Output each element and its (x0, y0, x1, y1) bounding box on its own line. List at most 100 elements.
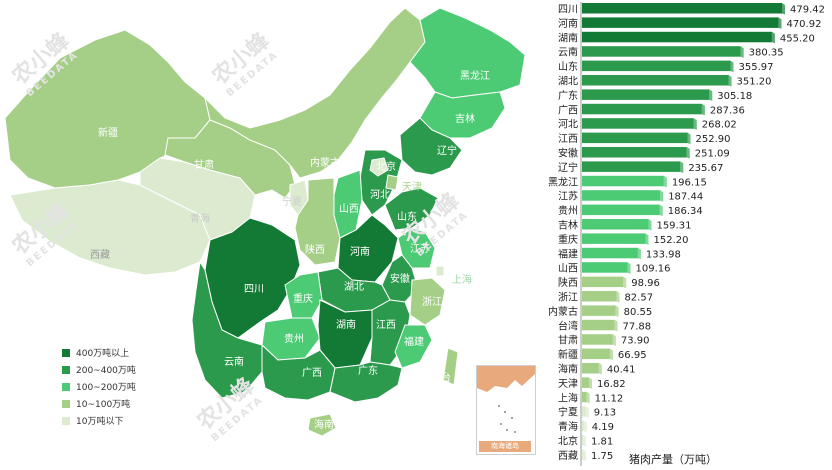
region-hainan[interactable] (307, 413, 337, 437)
bar-cap (612, 334, 616, 346)
category-label: 山东 (558, 60, 578, 73)
category-label: 吉林 (558, 219, 578, 232)
category-label: 贵州 (558, 204, 578, 217)
label-xizang: 西藏 (90, 249, 110, 261)
region-xizang[interactable] (9, 179, 211, 276)
label-ningxia: 宁夏 (282, 195, 302, 208)
bar-cap (730, 60, 734, 73)
region-guangdong[interactable] (329, 361, 403, 403)
region-shandong[interactable] (384, 187, 439, 231)
bar-cap (583, 449, 586, 461)
bar[interactable] (582, 247, 638, 259)
bar-cap (709, 89, 713, 101)
bar[interactable] (582, 391, 587, 403)
bar[interactable] (582, 204, 660, 216)
label-shanghai: 上海 (452, 273, 472, 286)
legend-swatch (62, 399, 70, 408)
bar[interactable] (582, 103, 702, 115)
bar[interactable] (582, 377, 590, 388)
value-label: 77.88 (622, 321, 651, 332)
bar[interactable] (582, 435, 583, 446)
bar[interactable] (582, 219, 649, 230)
bar[interactable] (582, 262, 628, 273)
bar[interactable] (582, 161, 681, 172)
category-label: 北京 (558, 435, 578, 448)
bar-cap (782, 3, 785, 15)
category-label: 宁夏 (558, 406, 578, 419)
region-shaanxi[interactable] (294, 177, 341, 266)
region-taiwan[interactable] (442, 347, 459, 386)
value-label: 11.12 (595, 393, 624, 404)
x-axis-title: 猪肉产量（万吨） (629, 452, 717, 466)
label-beijing: 北京 (376, 160, 396, 173)
label-qinghai: 青海 (190, 212, 210, 225)
region-liaoning[interactable] (399, 117, 463, 176)
region-tianjin[interactable] (385, 174, 399, 191)
bar-cap (686, 147, 690, 159)
value-label: 40.41 (607, 365, 636, 376)
legend-label: 200~400万吨 (76, 366, 136, 376)
bar-cap (585, 406, 589, 418)
bar-cap (645, 233, 649, 245)
legend-swatch (62, 365, 70, 374)
bar[interactable] (582, 233, 646, 244)
bar[interactable] (582, 276, 624, 288)
bar[interactable] (582, 334, 613, 345)
label-sichuan: 四川 (244, 284, 264, 295)
bar[interactable] (582, 291, 617, 302)
label-yunnan: 云南 (224, 355, 244, 368)
label-zhejiang: 浙江 (422, 296, 442, 308)
legend-item: 200~400万吨 (62, 361, 136, 378)
bar-cap (778, 17, 782, 29)
bar[interactable] (582, 75, 729, 86)
bar[interactable] (582, 46, 741, 57)
region-beijing[interactable] (369, 157, 389, 177)
bar-cap (680, 161, 684, 173)
bar[interactable] (582, 118, 694, 129)
region-fujian[interactable] (394, 324, 433, 369)
bar-cap (687, 132, 691, 145)
bar[interactable] (582, 190, 661, 201)
bar[interactable] (582, 319, 615, 331)
value-label: 479.42 (790, 5, 825, 16)
bar-cap (660, 190, 664, 202)
bar[interactable] (582, 89, 710, 100)
bar-cap (659, 204, 663, 217)
south-china-sea-inset: 南海诸岛 (476, 365, 536, 455)
bar[interactable] (582, 132, 688, 144)
region-yunnan[interactable] (191, 260, 263, 399)
bar[interactable] (582, 363, 599, 374)
bar[interactable] (582, 305, 616, 316)
map-svg: 新疆 西藏 青海 甘肃 内蒙古 黑龙江 吉林 辽宁 北京 天津 河北 山西 宁夏… (4, 7, 526, 437)
region-neimenggu[interactable] (204, 7, 426, 179)
bar[interactable] (582, 348, 610, 360)
value-label: 109.16 (636, 264, 671, 275)
bar[interactable] (582, 147, 687, 158)
value-label: 268.02 (702, 120, 737, 131)
category-label: 湖南 (558, 31, 578, 44)
region-heilongjiang[interactable] (409, 7, 526, 99)
bar[interactable] (582, 449, 583, 460)
bar[interactable] (582, 420, 584, 432)
bar[interactable] (582, 3, 782, 14)
value-label: 9.13 (594, 408, 616, 419)
legend-item: 10万吨以下 (62, 412, 136, 429)
bar-cap (627, 262, 631, 274)
bar[interactable] (582, 17, 779, 28)
bar[interactable] (582, 175, 664, 187)
category-label: 内蒙古 (548, 305, 578, 318)
value-label: 1.81 (591, 437, 613, 448)
category-label: 江苏 (558, 190, 578, 203)
category-label: 甘肃 (558, 334, 578, 347)
category-label: 云南 (558, 46, 578, 59)
bar[interactable] (582, 406, 586, 417)
bar-cap (648, 219, 652, 231)
label-heilongjiang: 黑龙江 (460, 69, 490, 82)
label-taiwan: 台湾 (439, 371, 451, 393)
region-shanghai[interactable] (435, 265, 445, 277)
category-label: 台湾 (558, 319, 578, 332)
bar[interactable] (582, 60, 731, 72)
value-label: 380.35 (749, 48, 784, 59)
label-guangdong: 广东 (358, 364, 378, 377)
bar[interactable] (582, 31, 772, 43)
